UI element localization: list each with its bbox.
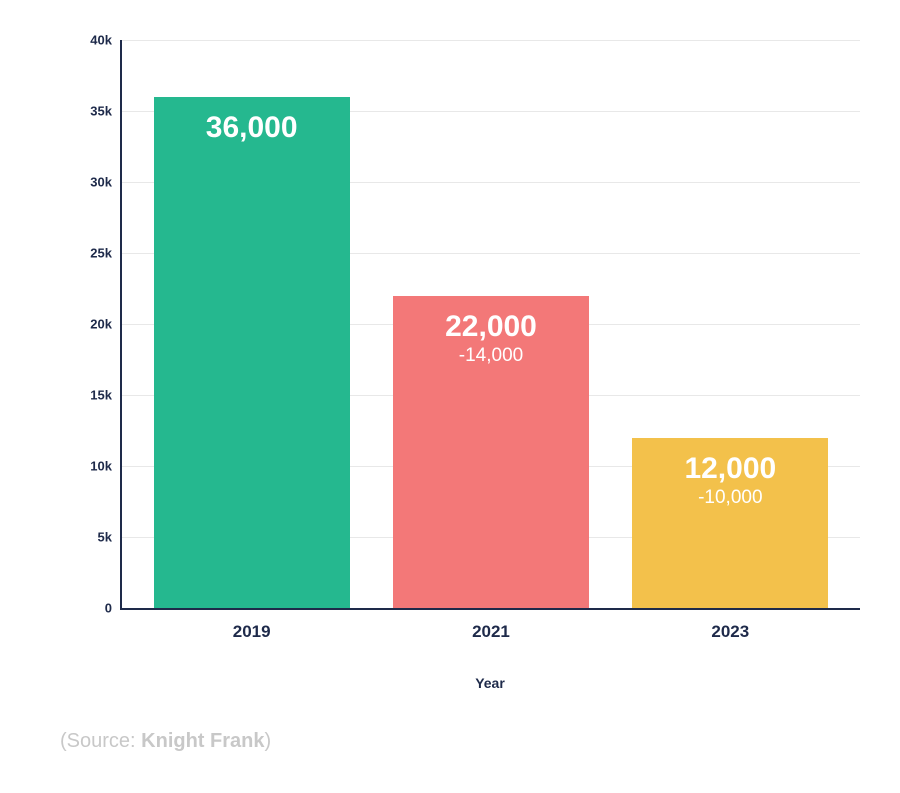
y-tick-label: 40k xyxy=(90,33,122,48)
source-prefix: (Source: xyxy=(60,730,141,752)
bar: 12,000-10,000 xyxy=(632,438,828,608)
bar-value-label: 36,000 xyxy=(206,111,298,144)
bar-slot: 36,0002019 xyxy=(132,40,371,608)
bar-value-label: 22,000 xyxy=(445,310,537,343)
y-tick-label: 5k xyxy=(98,530,122,545)
y-tick-label: 15k xyxy=(90,388,122,403)
bar-delta-label: -10,000 xyxy=(698,487,762,509)
y-tick-label: 35k xyxy=(90,104,122,119)
bar-slot: 22,000-14,0002021 xyxy=(371,40,610,608)
bar: 22,000-14,000 xyxy=(393,296,589,608)
y-tick-label: 0 xyxy=(105,601,122,616)
bar-delta-label: -14,000 xyxy=(459,345,523,367)
x-tick-label: 2023 xyxy=(711,622,749,642)
y-tick-label: 30k xyxy=(90,175,122,190)
source-suffix: ) xyxy=(265,730,272,752)
bar-slot: 12,000-10,0002023 xyxy=(611,40,850,608)
bar-chart: Number of new PBSA beds being delivered … xyxy=(60,40,860,680)
bar: 36,000 xyxy=(154,97,350,608)
plot-area: 36,000201922,000-14,000202112,000-10,000… xyxy=(120,40,860,610)
source-attribution: (Source: Knight Frank) xyxy=(60,730,271,753)
y-tick-label: 20k xyxy=(90,317,122,332)
source-name: Knight Frank xyxy=(141,730,264,752)
y-tick-label: 25k xyxy=(90,246,122,261)
x-axis-label: Year xyxy=(120,675,860,691)
bar-value-label: 12,000 xyxy=(684,452,776,485)
y-tick-label: 10k xyxy=(90,459,122,474)
x-tick-label: 2021 xyxy=(472,622,510,642)
x-tick-label: 2019 xyxy=(233,622,271,642)
